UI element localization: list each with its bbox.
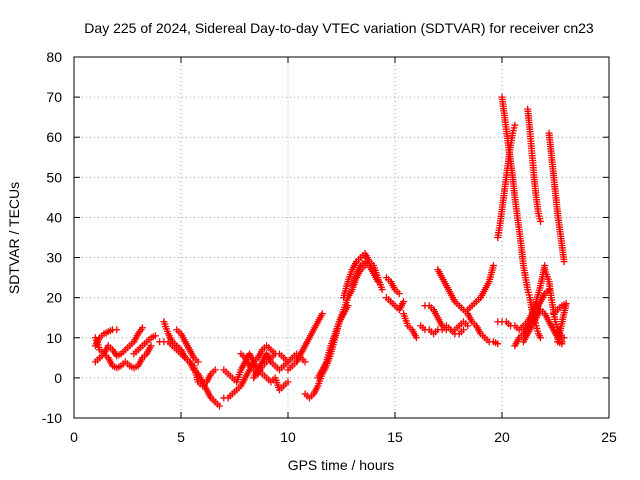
series-track-f (156, 338, 219, 390)
x-axis-label: GPS time / hours (288, 457, 395, 473)
y-tick-label: 50 (46, 169, 62, 185)
series-track-p (348, 258, 382, 290)
data-point (318, 310, 326, 318)
data-point (284, 378, 292, 386)
series-track-q (382, 274, 403, 298)
series-track-r (382, 294, 408, 314)
data-points (91, 93, 570, 410)
y-tick-label: 20 (46, 290, 62, 306)
series-track-w (464, 262, 497, 314)
data-point (560, 258, 568, 266)
data-point (138, 324, 146, 332)
data-point (147, 342, 155, 350)
y-axis-label: SDTVAR / TECUs (6, 182, 22, 294)
series-track-s (400, 310, 420, 342)
series-track-n (314, 262, 369, 382)
y-tick-label: -10 (42, 410, 62, 426)
y-tick-label: 10 (46, 330, 62, 346)
y-tick-label: 60 (46, 129, 62, 145)
data-point (378, 286, 386, 294)
data-point (511, 121, 519, 129)
series-track-af (549, 300, 570, 348)
series-track-v (434, 266, 502, 348)
data-point (301, 358, 309, 366)
data-point (395, 290, 403, 298)
x-tick-label: 0 (70, 429, 78, 445)
data-point (537, 217, 545, 225)
data-point (400, 298, 408, 306)
plot-frame (73, 56, 610, 419)
x-tick-label: 15 (387, 429, 403, 445)
data-point (194, 358, 202, 366)
data-point (374, 278, 382, 286)
series-track-u (421, 302, 467, 338)
y-tick-label: 40 (46, 209, 62, 225)
data-point (284, 358, 292, 366)
data-point (558, 340, 566, 348)
x-tick-label: 25 (601, 429, 617, 445)
series-track-aa (545, 129, 568, 266)
data-point (216, 402, 224, 410)
series-track-d (130, 332, 159, 358)
series-track-z (524, 105, 545, 225)
tick-labels: 0 5 10 15 20 25 -10 0 10 20 30 40 50 60 70 80 (42, 49, 617, 445)
x-tick-label: 20 (494, 429, 510, 445)
data-point (151, 332, 159, 340)
data-point (412, 334, 420, 342)
y-tick-label: 80 (46, 49, 62, 65)
axis-ticks (73, 56, 610, 419)
y-tick-label: 30 (46, 250, 62, 266)
data-point (113, 326, 121, 334)
data-point (459, 326, 467, 334)
series-track-b (91, 324, 146, 360)
chart-title: Day 225 of 2024, Sidereal Day-to-day VTE… (84, 20, 594, 36)
series-track-c (91, 342, 155, 372)
data-point (489, 262, 497, 270)
data-point (537, 334, 545, 342)
y-tick-label: 0 (54, 370, 62, 386)
series-track-g (173, 326, 202, 366)
y-tick-label: 70 (46, 89, 62, 105)
x-tick-label: 5 (177, 429, 185, 445)
series-track-k (250, 350, 292, 382)
data-point (211, 366, 219, 374)
data-point (464, 322, 472, 330)
data-point (494, 340, 502, 348)
series-track-m (284, 310, 326, 374)
x-tick-label: 10 (280, 429, 296, 445)
